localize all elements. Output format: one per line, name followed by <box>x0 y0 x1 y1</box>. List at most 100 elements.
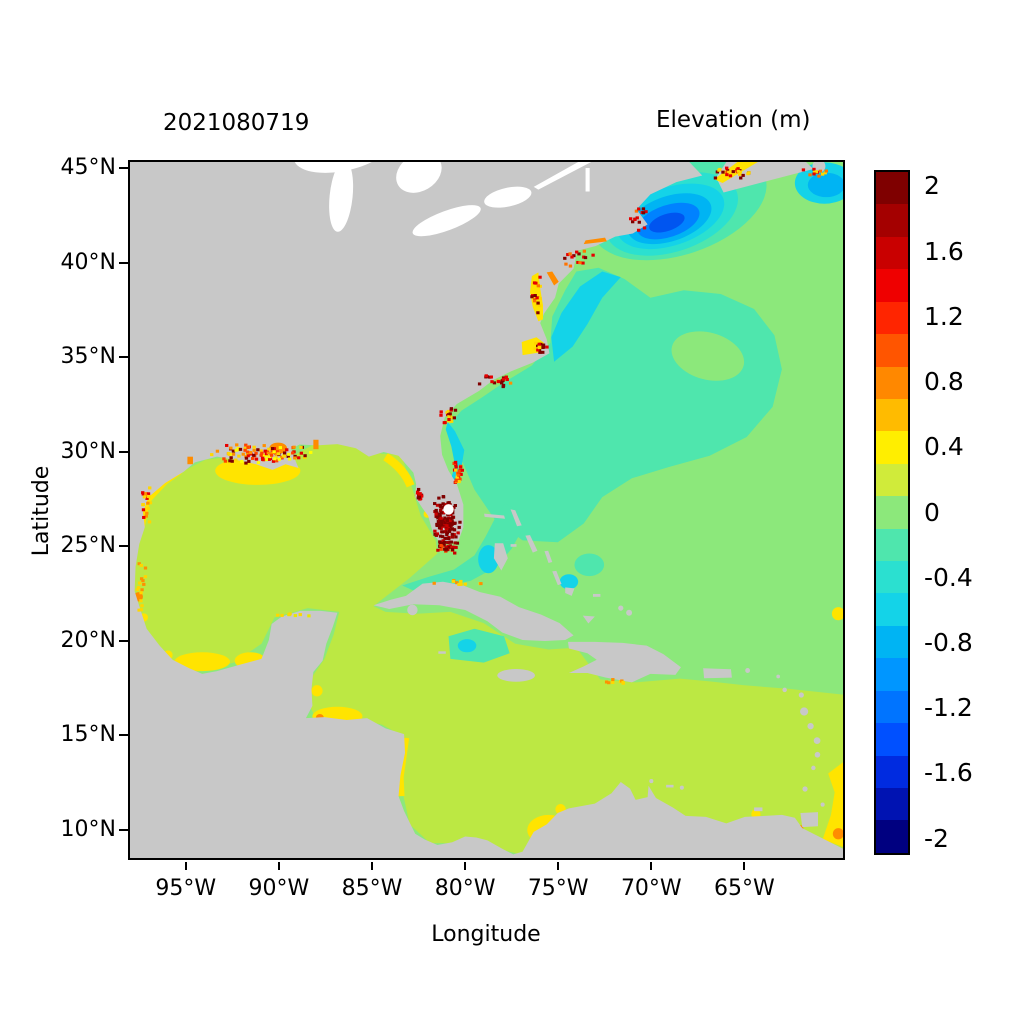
big-bend-yellow-arc <box>383 453 415 488</box>
colorbar-tick-label: 0.4 <box>924 432 964 462</box>
y-tick-label: 15°N <box>60 722 116 748</box>
colorbar-segment <box>876 690 908 724</box>
x-tick-label: 80°W <box>434 876 496 901</box>
lake-champlain <box>585 168 590 192</box>
colorbar-segment <box>876 528 908 562</box>
y-tick-mark <box>119 639 128 642</box>
colorbar-tick-label: 0.8 <box>924 367 964 397</box>
colorbar-tick-label: -0.8 <box>924 627 973 657</box>
colorbar-segment <box>876 755 908 789</box>
x-tick-label: 70°W <box>620 876 682 901</box>
island-isla-juventud <box>407 604 418 616</box>
sea-sky-nova-scotia-east <box>807 172 843 198</box>
colorbar-segment <box>876 398 908 432</box>
colorbar-segment <box>876 593 908 626</box>
x-tick-mark <box>370 862 373 870</box>
colorbar <box>874 170 910 855</box>
st-lawrence-river <box>533 162 592 190</box>
sea-teal-south-cuba <box>448 628 510 663</box>
colorbar-tick-label: 1.2 <box>924 301 964 331</box>
x-tick-label: 95°W <box>155 876 217 901</box>
x-axis-label: Longitude <box>431 922 541 947</box>
colorbar-segment <box>876 236 908 270</box>
belize-yellow-dot <box>311 685 323 697</box>
sea-cyan-east-bahamas <box>559 574 579 590</box>
island-cuba <box>373 581 574 641</box>
map-plot-area <box>128 160 845 860</box>
long-island-sound-orange <box>583 237 607 245</box>
colorbar-units-title: Elevation (m) <box>656 107 811 133</box>
land-cape-breton <box>812 162 826 173</box>
colorbar-segment <box>876 334 908 367</box>
island-puerto-rico <box>703 668 732 679</box>
delaware-bay-orange <box>546 271 559 286</box>
y-tick-label: 35°N <box>60 344 116 370</box>
map-svg <box>130 162 843 858</box>
y-tick-label: 30°N <box>60 438 116 464</box>
x-tick-label: 85°W <box>341 876 403 901</box>
colorbar-tick-label: -1.6 <box>924 758 973 788</box>
islands-bahamas <box>484 509 633 624</box>
x-tick-mark <box>277 862 280 870</box>
sea-cyan-hatteras <box>551 271 621 362</box>
y-tick-mark <box>119 356 128 359</box>
colorbar-segment <box>876 366 908 399</box>
y-tick-label: 40°N <box>60 249 116 275</box>
sea-green-hole <box>671 331 745 381</box>
colorbar-segment <box>876 431 908 464</box>
sea-cyan-cayman <box>457 639 477 653</box>
x-tick-label: 65°W <box>714 876 775 901</box>
y-tick-mark <box>119 828 128 831</box>
venezuela-edge-yellow <box>822 762 843 847</box>
colorbar-segment <box>876 625 908 659</box>
colorbar-tick-label: -2 <box>924 823 949 853</box>
venezuela-edge-orange-dot <box>832 828 843 840</box>
x-tick-mark <box>650 862 653 870</box>
x-tick-label: 90°W <box>248 876 310 901</box>
colorbar-tick-label: 1.6 <box>924 236 964 266</box>
colorbar-segment <box>876 301 908 335</box>
y-tick-mark <box>119 450 128 453</box>
colorbar-tick-label: 0 <box>924 497 940 527</box>
sea-teal-east-bahamas <box>574 553 605 577</box>
y-tick-mark <box>119 261 128 264</box>
sea-cyan-andros <box>478 545 499 574</box>
island-jamaica <box>497 669 536 682</box>
sea-teal-straits <box>402 503 523 593</box>
x-tick-mark <box>557 862 560 870</box>
colorbar-tick-label: -1.2 <box>924 693 973 723</box>
mobile-bay-orange <box>313 439 319 450</box>
colorbar-segment <box>876 723 908 756</box>
islands-lesser-antilles <box>649 668 825 812</box>
colorbar-segment <box>876 658 908 691</box>
x-tick-mark <box>184 862 187 870</box>
colorbar-tick-label: 2 <box>924 171 940 201</box>
y-tick-mark <box>119 734 128 737</box>
colorbar-segment <box>876 561 908 594</box>
colorbar-segment <box>876 269 908 302</box>
island-trinidad <box>800 812 818 828</box>
lake-okeechobee <box>443 504 454 515</box>
island-grand-cayman <box>438 651 446 654</box>
y-tick-label: 25°N <box>60 533 116 559</box>
colorbar-segment <box>876 463 908 497</box>
edge-mid-yellow-dot <box>831 607 843 621</box>
campeche-yellow <box>174 652 231 672</box>
land-north-america <box>130 162 843 858</box>
great-lakes <box>293 162 532 237</box>
colorbar-segment <box>876 788 908 821</box>
galveston-bay-orange <box>187 456 193 465</box>
colorbar-tick-label: -0.4 <box>924 562 973 592</box>
colorbar-segment <box>876 172 908 205</box>
y-tick-label: 20°N <box>60 627 116 653</box>
y-tick-label: 45°N <box>60 154 116 180</box>
x-tick-mark <box>743 862 746 870</box>
x-tick-label: 75°W <box>527 876 589 901</box>
colorbar-segment <box>876 820 908 853</box>
y-tick-mark <box>119 545 128 548</box>
plot-date-title: 2021080719 <box>163 110 310 136</box>
island-hispaniola <box>567 641 681 683</box>
colorbar-segment <box>876 496 908 529</box>
y-tick-label: 10°N <box>60 816 116 842</box>
